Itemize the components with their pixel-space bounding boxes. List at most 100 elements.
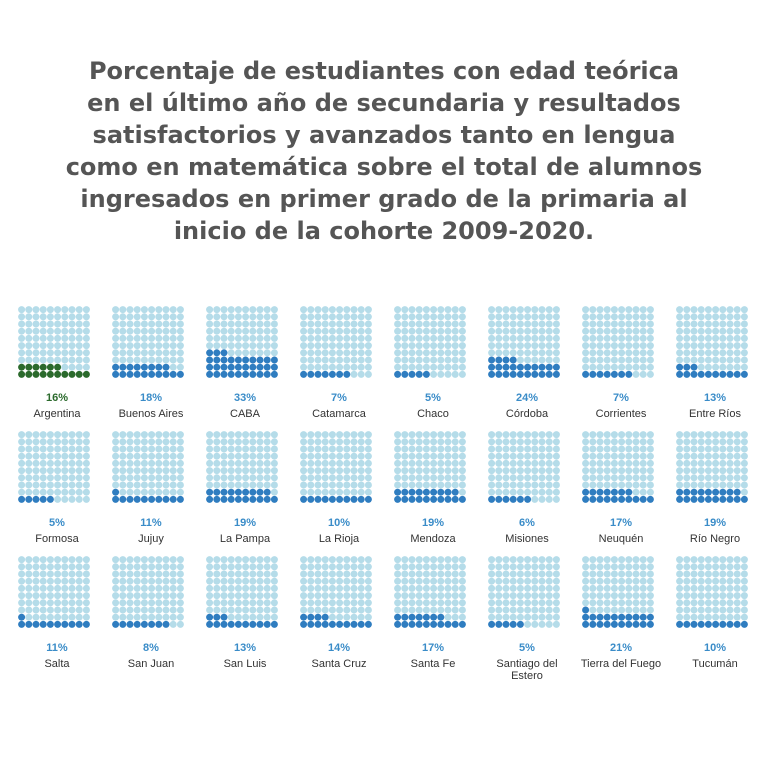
empty-dot: [249, 613, 257, 621]
empty-dot: [495, 592, 503, 600]
empty-dot: [394, 452, 402, 460]
waffle-dots: [488, 556, 560, 628]
filled-dot: [213, 370, 221, 378]
filled-dot: [206, 356, 214, 364]
empty-dot: [488, 327, 496, 335]
empty-dot: [625, 467, 633, 475]
empty-dot: [25, 445, 33, 453]
empty-dot: [227, 474, 235, 482]
empty-dot: [242, 349, 250, 357]
empty-dot: [307, 334, 315, 342]
empty-dot: [227, 320, 235, 328]
empty-dot: [155, 431, 163, 439]
empty-dot: [639, 563, 647, 571]
empty-dot: [437, 467, 445, 475]
empty-dot: [697, 438, 705, 446]
empty-dot: [32, 592, 40, 600]
filled-dot: [646, 620, 654, 628]
empty-dot: [538, 313, 546, 321]
empty-dot: [488, 592, 496, 600]
empty-dot: [545, 334, 553, 342]
value-label: 11%: [140, 517, 162, 529]
empty-dot: [458, 313, 466, 321]
empty-dot: [46, 467, 54, 475]
empty-dot: [148, 334, 156, 342]
filled-dot: [126, 620, 134, 628]
empty-dot: [408, 599, 416, 607]
empty-dot: [733, 584, 741, 592]
empty-dot: [458, 438, 466, 446]
empty-dot: [249, 563, 257, 571]
value-label: 5%: [519, 642, 535, 654]
empty-dot: [394, 431, 402, 439]
empty-dot: [444, 563, 452, 571]
filled-dot: [415, 620, 423, 628]
empty-dot: [422, 570, 430, 578]
empty-dot: [610, 356, 618, 364]
filled-dot: [75, 370, 83, 378]
value-label: 11%: [46, 642, 68, 654]
filled-dot: [220, 349, 228, 357]
empty-dot: [582, 356, 590, 364]
empty-dot: [430, 481, 438, 489]
empty-dot: [75, 584, 83, 592]
empty-dot: [350, 556, 358, 564]
empty-dot: [458, 556, 466, 564]
empty-dot: [75, 342, 83, 350]
empty-dot: [68, 445, 76, 453]
empty-dot: [148, 481, 156, 489]
empty-dot: [444, 467, 452, 475]
empty-dot: [589, 363, 597, 371]
filled-dot: [415, 495, 423, 503]
empty-dot: [68, 431, 76, 439]
empty-dot: [314, 334, 322, 342]
empty-dot: [495, 445, 503, 453]
filled-dot: [18, 620, 26, 628]
empty-dot: [690, 334, 698, 342]
empty-dot: [328, 556, 336, 564]
empty-dot: [408, 363, 416, 371]
empty-dot: [176, 488, 184, 496]
empty-dot: [32, 613, 40, 621]
empty-dot: [220, 563, 228, 571]
empty-dot: [733, 431, 741, 439]
empty-dot: [401, 577, 409, 585]
empty-dot: [502, 606, 510, 614]
empty-dot: [683, 327, 691, 335]
empty-dot: [18, 320, 26, 328]
empty-dot: [582, 452, 590, 460]
filled-dot: [726, 495, 734, 503]
empty-dot: [54, 349, 62, 357]
filled-dot: [552, 363, 560, 371]
filled-dot: [54, 620, 62, 628]
filled-dot: [61, 370, 69, 378]
empty-dot: [625, 556, 633, 564]
empty-dot: [646, 606, 654, 614]
empty-dot: [712, 320, 720, 328]
empty-dot: [39, 467, 47, 475]
empty-dot: [206, 481, 214, 489]
empty-dot: [545, 606, 553, 614]
empty-dot: [596, 431, 604, 439]
empty-dot: [408, 313, 416, 321]
filled-dot: [610, 488, 618, 496]
empty-dot: [719, 356, 727, 364]
empty-dot: [552, 584, 560, 592]
empty-dot: [364, 599, 372, 607]
empty-dot: [176, 584, 184, 592]
empty-dot: [625, 349, 633, 357]
empty-dot: [68, 349, 76, 357]
empty-dot: [516, 313, 524, 321]
empty-dot: [169, 306, 177, 314]
filled-dot: [683, 370, 691, 378]
empty-dot: [263, 467, 271, 475]
empty-dot: [169, 556, 177, 564]
empty-dot: [343, 459, 351, 467]
waffle-argentina: 16% Argentina: [12, 306, 102, 420]
empty-dot: [589, 577, 597, 585]
empty-dot: [75, 599, 83, 607]
empty-dot: [538, 327, 546, 335]
filled-dot: [32, 620, 40, 628]
empty-dot: [603, 606, 611, 614]
empty-dot: [509, 570, 517, 578]
